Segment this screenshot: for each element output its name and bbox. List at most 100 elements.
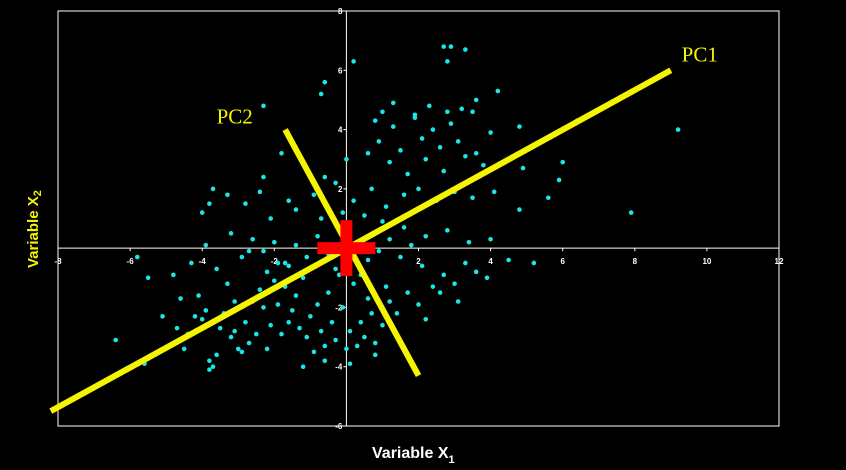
data-point — [214, 266, 219, 272]
x-tick-label: 8 — [633, 257, 638, 266]
x-tick-label: -6 — [127, 257, 135, 266]
data-point — [441, 44, 447, 49]
data-point — [333, 266, 338, 272]
center-cross — [317, 220, 376, 277]
data-points — [113, 44, 681, 372]
data-point — [232, 328, 237, 334]
data-point — [311, 192, 317, 198]
data-point — [398, 148, 403, 153]
data-point — [272, 239, 277, 245]
data-point — [372, 340, 378, 346]
data-point — [358, 319, 364, 325]
data-point — [419, 263, 425, 269]
x-axis-title-subscript: 1 — [449, 454, 455, 466]
data-point — [445, 59, 450, 64]
data-point — [423, 156, 429, 162]
data-point — [430, 127, 436, 132]
data-point — [380, 322, 385, 328]
data-point — [326, 290, 331, 295]
data-point — [225, 281, 230, 287]
data-point — [401, 225, 407, 230]
y-axis-title-subscript: 2 — [32, 190, 44, 196]
data-point — [545, 195, 551, 201]
data-point — [196, 293, 201, 298]
data-point — [235, 346, 241, 352]
x-tick-label: 4 — [488, 257, 493, 266]
data-point — [286, 198, 292, 204]
data-point — [401, 192, 407, 198]
data-point — [675, 127, 681, 132]
data-point — [308, 314, 313, 319]
data-point — [369, 186, 374, 192]
x-tick-label: 10 — [702, 257, 711, 266]
data-point — [261, 103, 266, 109]
data-point — [445, 228, 450, 233]
data-point — [412, 112, 418, 118]
data-point — [171, 272, 176, 278]
data-point — [210, 186, 216, 192]
x-tick-label: 6 — [560, 257, 565, 266]
data-point — [495, 88, 501, 94]
x-tick-label: 2 — [416, 257, 421, 266]
data-point — [416, 302, 421, 307]
data-point — [264, 269, 270, 275]
data-point — [365, 257, 371, 263]
data-point — [448, 121, 454, 126]
data-point — [365, 150, 371, 156]
data-point — [145, 275, 151, 281]
data-point — [192, 314, 198, 319]
y-tick-label: 2 — [338, 185, 343, 194]
data-point — [203, 308, 209, 313]
data-point — [293, 242, 299, 248]
y-tick-label: -4 — [335, 363, 343, 372]
data-point — [484, 275, 490, 281]
data-point — [376, 139, 382, 144]
data-point — [246, 340, 252, 346]
data-point — [318, 216, 324, 221]
data-point — [376, 248, 382, 254]
data-point — [380, 219, 385, 224]
data-point — [160, 314, 165, 319]
data-point — [293, 293, 299, 298]
center-cross-vertical — [340, 220, 353, 277]
data-point — [481, 162, 486, 168]
y-tick-label: 6 — [338, 66, 343, 75]
data-point — [243, 201, 248, 206]
data-point — [257, 287, 263, 292]
data-point — [628, 210, 634, 215]
data-point — [423, 233, 429, 239]
data-point — [354, 343, 360, 349]
data-point — [315, 233, 320, 239]
data-point — [470, 195, 475, 201]
data-point — [362, 334, 367, 340]
pc2-label: PC2 — [217, 105, 253, 129]
data-point — [470, 109, 475, 115]
data-point — [250, 236, 255, 242]
data-point — [290, 308, 295, 313]
data-point — [268, 216, 273, 221]
data-point — [448, 44, 454, 49]
data-point — [506, 257, 511, 263]
data-point — [286, 263, 292, 269]
data-point — [383, 204, 389, 209]
data-point — [329, 319, 335, 325]
data-point — [239, 254, 245, 260]
data-point — [300, 364, 306, 370]
data-point — [437, 145, 443, 150]
data-point — [466, 239, 472, 245]
data-point — [268, 322, 273, 328]
data-point — [405, 290, 410, 295]
data-point — [228, 334, 234, 340]
data-point — [203, 242, 209, 248]
data-point — [390, 100, 396, 106]
data-point — [113, 337, 118, 343]
y-axis-title: Variable X2 — [25, 190, 44, 268]
data-point — [322, 79, 328, 85]
data-point — [372, 118, 378, 123]
data-point — [217, 325, 223, 331]
data-point — [322, 343, 328, 349]
data-point — [387, 159, 392, 165]
data-point — [463, 47, 468, 52]
data-point — [318, 328, 324, 334]
